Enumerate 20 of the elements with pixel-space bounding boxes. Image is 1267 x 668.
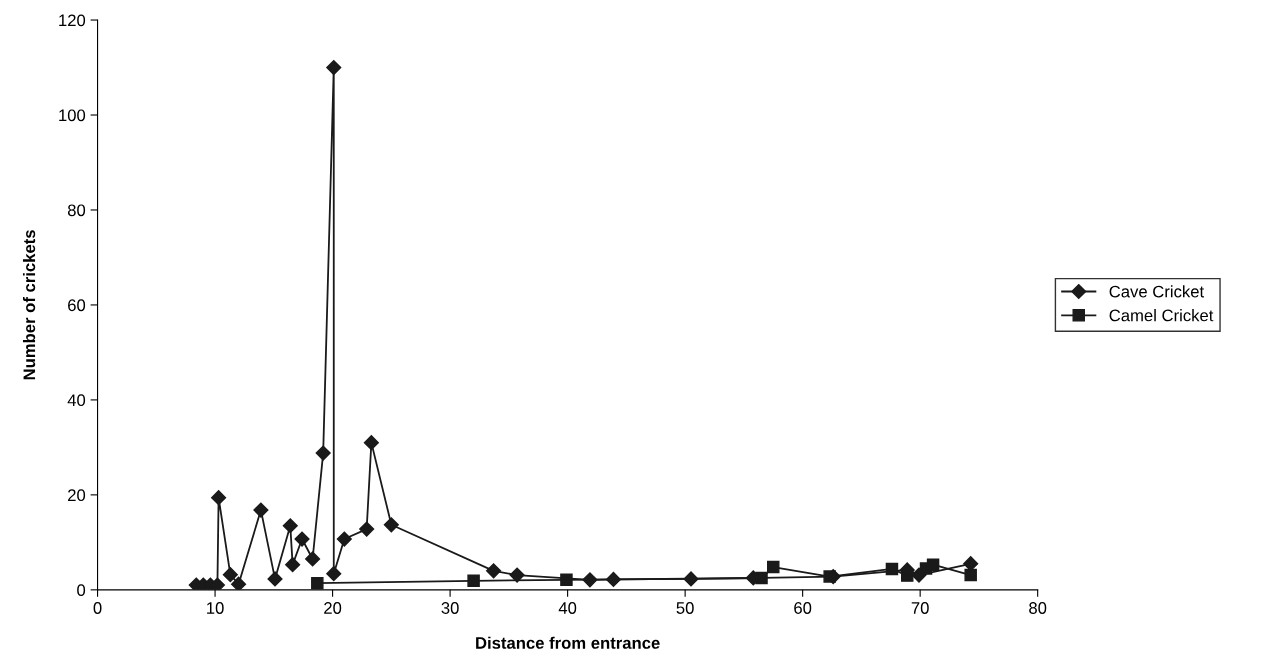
y-tick-label: 80 (67, 204, 86, 217)
y-tick-label: 0 (77, 584, 86, 597)
x-tick-label: 10 (207, 602, 224, 614)
y-axis-title: Number of crickets (22, 230, 36, 380)
legend-label: Cave Cricket (1109, 285, 1205, 298)
x-tick-label: 70 (911, 602, 929, 614)
y-tick-label: 60 (68, 299, 86, 312)
y-tick-label: 120 (59, 14, 86, 27)
y-tick-label: 100 (59, 109, 86, 122)
x-axis-title: Distance from entrance (476, 636, 660, 649)
legend-label: Camel Cricket (1109, 309, 1214, 322)
x-tick-label: 60 (794, 602, 812, 614)
x-tick-label: 80 (1029, 602, 1047, 614)
x-tick-label: 20 (324, 602, 342, 614)
y-tick-label: 20 (68, 489, 86, 502)
x-tick-label: 30 (441, 602, 459, 614)
x-tick-label: 40 (558, 602, 577, 614)
y-tick-label: 40 (67, 394, 86, 407)
x-tick-label: 0 (93, 602, 102, 614)
x-tick-label: 50 (676, 602, 694, 614)
